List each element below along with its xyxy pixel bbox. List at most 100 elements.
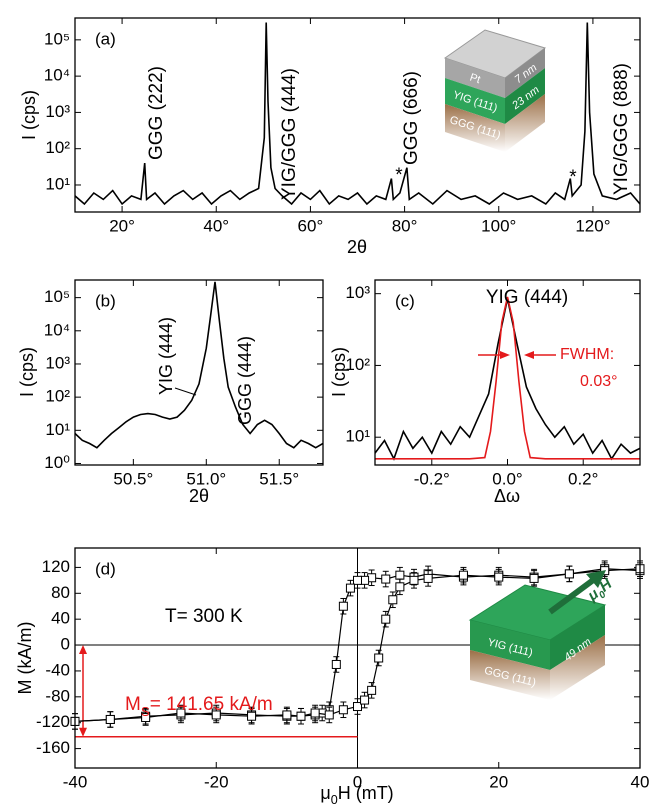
x-axis-label: Δω [494, 486, 520, 506]
y-tick-label: 10⁵ [44, 29, 70, 48]
panel: 50.5° 51.0° 51.5° 10⁰ 10¹ 10² 10³ 10⁴ 10⁵ 2θ I (cp… [17, 279, 324, 506]
data-point [381, 574, 391, 584]
panel-label: (b) [95, 291, 116, 310]
data-point [338, 705, 348, 715]
data-point [409, 575, 419, 585]
y-tick-label: -40 [45, 660, 70, 679]
y-tick-label: 10¹ [345, 427, 370, 446]
data-point [353, 702, 362, 712]
x-tick-label: 40° [203, 216, 229, 235]
plot-frame [74, 279, 324, 466]
fwhm-arrowhead [524, 351, 534, 359]
panel: -40 -20 0 20 40 -160 -120 -80 -40 0 40 80 120 μ0H (mT… [15, 547, 650, 806]
y-axis-label: M (kA/m) [15, 622, 35, 695]
x-tick-label: 80° [392, 216, 418, 235]
layer-stack-a: Pt YIG (111) GGG (111) 7 nm 23 nm [443, 29, 547, 152]
y-tick-label: 10¹ [45, 174, 70, 193]
annotation: YIG/GGG (444) [279, 68, 300, 200]
x-tick-label: 0 [353, 772, 362, 791]
y-tick-label: 0 [61, 635, 70, 654]
y-tick-label: -160 [36, 738, 70, 757]
data-point [564, 569, 574, 579]
panel-label: (d) [95, 559, 116, 578]
y-axis-label: I (cps) [329, 347, 349, 397]
data-point [395, 570, 405, 580]
annotation: * [569, 167, 577, 188]
data-point [345, 583, 355, 593]
y-tick-label: 10² [45, 387, 70, 406]
ms-arrowhead [79, 727, 87, 737]
panel: 20° 40° 60° 80° 100° 120° 10¹ 10² 10³ 10⁴ 10⁵ 2θ I (… [19, 17, 641, 257]
data-line [75, 281, 323, 449]
y-tick-label: 10⁴ [44, 320, 70, 339]
data-point [367, 685, 377, 695]
data-point [141, 713, 151, 723]
data-point [310, 708, 320, 718]
data-point [211, 710, 221, 720]
x-axis-label: μ0H (mT) [320, 783, 393, 806]
y-tick-label: 10² [45, 138, 70, 157]
x-tick-label: 50.5° [113, 469, 153, 488]
x-axis-label: 2θ [347, 237, 367, 257]
data-point [247, 711, 257, 721]
data-point [176, 708, 186, 718]
x-tick-label: 51.5° [259, 469, 299, 488]
data-line [75, 568, 640, 722]
y-tick-label: -120 [36, 712, 70, 731]
data-point [296, 711, 306, 721]
annotation: GGG (222) [146, 66, 167, 160]
annotation: YIG (444) [156, 317, 176, 395]
annotation: * [395, 165, 403, 186]
y-tick-label: 40 [51, 609, 70, 628]
fwhm-arrowhead [500, 351, 510, 359]
panel-label: (c) [395, 291, 415, 310]
annotation: GGG (444) [235, 336, 255, 425]
data-point [282, 710, 292, 720]
data-point [494, 572, 504, 582]
y-axis-label: I (cps) [19, 90, 39, 140]
data-point [353, 575, 362, 585]
x-tick-label: 20° [109, 216, 135, 235]
x-tick-label: 100° [481, 216, 516, 235]
x-tick-label: -0.2° [414, 469, 450, 488]
y-tick-label: 10⁴ [44, 66, 70, 85]
y-tick-label: 10³ [45, 102, 70, 121]
layer-stack-d: YIG (111) GGG (111) 49 nm μ0H [468, 570, 616, 700]
y-axis-label: I (cps) [17, 347, 37, 397]
data-point [423, 573, 433, 583]
data-line [375, 296, 640, 460]
insets: Pt YIG (111) GGG (111) 7 nm 23 nm YIG (1… [443, 29, 616, 700]
annotation: GGG (666) [401, 71, 422, 165]
panel: -0.2° 0.0° 0.2° 10¹ 10² 10³ Δω I (cps) (c) YIG (4… [329, 279, 641, 506]
y-tick-label: -80 [45, 686, 70, 705]
y-tick-label: 10³ [45, 353, 70, 372]
plot-frame [74, 547, 641, 769]
plot-frame [374, 279, 641, 466]
panel-label: (a) [95, 29, 116, 48]
data-point [458, 570, 468, 580]
y-tick-label: 10⁰ [44, 453, 70, 472]
annotation: YIG/GGG (888) [611, 63, 632, 195]
ms-arrowhead [79, 645, 87, 655]
y-tick-label: 10⁵ [44, 287, 70, 306]
y-tick-label: 10² [345, 355, 370, 374]
data-point [381, 614, 391, 624]
x-tick-label: 0.2° [568, 469, 598, 488]
annotation: FWHM: [560, 346, 614, 363]
data-point [324, 710, 334, 720]
pointer [174, 387, 197, 396]
data-point [360, 695, 370, 705]
data-point [105, 714, 115, 724]
data-point [388, 595, 398, 605]
x-tick-label: 60° [298, 216, 324, 235]
layer-name: Pt [468, 72, 482, 87]
x-tick-label: 40 [631, 772, 650, 791]
annotation: MS= 141.65 kA/m [125, 694, 273, 719]
annotation: YIG (444) [486, 287, 568, 308]
x-tick-label: 51.0° [186, 469, 226, 488]
y-tick-label: 120 [42, 557, 70, 576]
y-tick-label: 10¹ [45, 420, 70, 439]
data-point [338, 601, 348, 611]
x-tick-label: 0.0° [492, 469, 522, 488]
data-line [75, 22, 640, 206]
